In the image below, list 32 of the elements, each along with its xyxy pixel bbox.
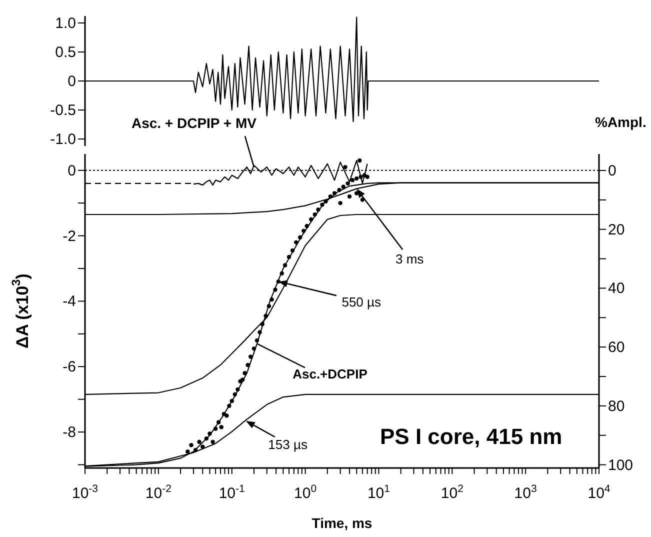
x-tick-label: 10$^{4}$ xyxy=(588,483,610,502)
x-tick-label: 10$^{2}$ xyxy=(440,483,464,502)
y2-tick-label: 80 xyxy=(608,398,625,415)
annotation: PS I core, 415 nm xyxy=(380,424,562,450)
x-tick-label: 10$^{-1}$ xyxy=(218,483,246,502)
y2-axis-title: %Ampl. xyxy=(595,114,646,130)
annotation: Asc.+DCPIP xyxy=(292,367,368,382)
y2-tick-label: 20 xyxy=(608,221,625,238)
y2-tick-label: 0 xyxy=(608,162,616,180)
x-axis-title: Time, ms xyxy=(312,515,372,531)
y-tick-label: 0.5 xyxy=(55,44,76,61)
y-tick-label: 0 xyxy=(68,162,76,180)
x-tick-label: 10$^{1}$ xyxy=(367,483,390,502)
y2-tick-label: 60 xyxy=(608,339,625,356)
y-tick-label: -4 xyxy=(62,293,76,310)
x-tick-label: 10$^{0}$ xyxy=(294,483,317,502)
annotation: 153 µs xyxy=(268,437,308,452)
y-tick-label: 1.0 xyxy=(55,14,76,32)
y2-tick-label: 100 xyxy=(608,456,634,474)
annotation: 3 ms xyxy=(396,252,424,268)
y-tick-label: -8 xyxy=(62,424,76,442)
y-tick-label: 0 xyxy=(68,73,76,90)
annotation: 550 µs xyxy=(342,295,382,310)
x-tick-label: 10$^{-3}$ xyxy=(72,483,98,502)
y-tick-label: -0.5 xyxy=(50,102,76,120)
y-tick-label: -2 xyxy=(62,228,76,245)
y2-tick-label: 40 xyxy=(608,280,625,298)
x-tick-label: 10$^{-2}$ xyxy=(145,483,172,502)
y-tick-label: -6 xyxy=(62,358,76,376)
annotation: Asc. + DCPIP + MV xyxy=(131,114,258,131)
y-tick-label: -1.0 xyxy=(50,131,76,148)
x-tick-label: 10$^{3}$ xyxy=(514,483,537,502)
